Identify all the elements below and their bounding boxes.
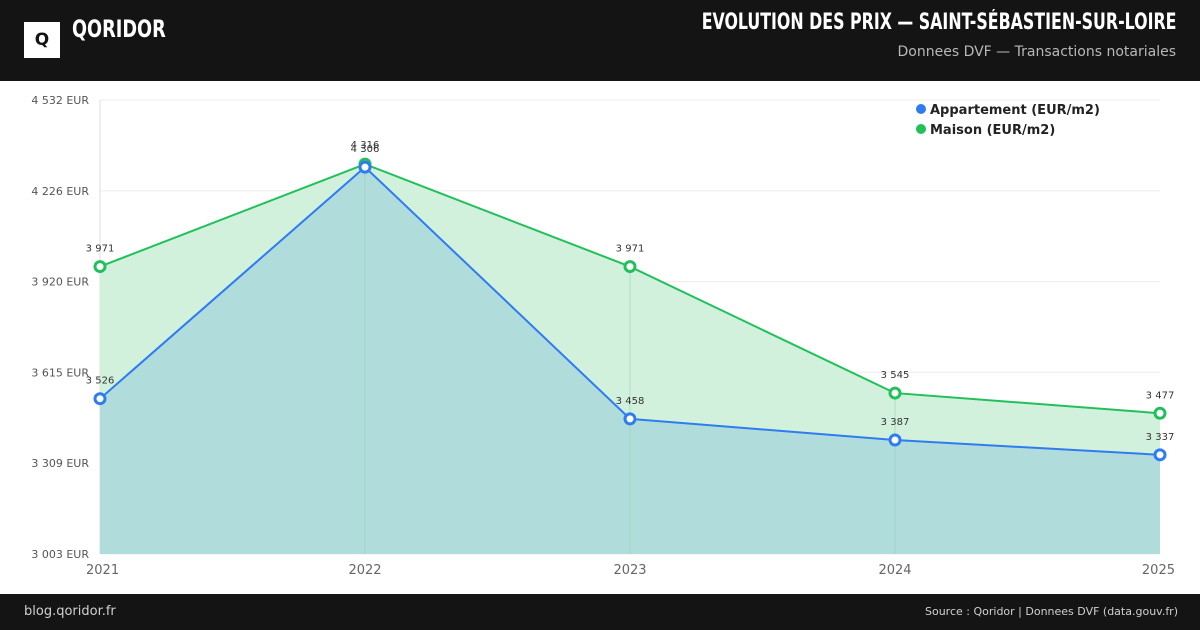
y-tick-label: 3 003 EUR [31, 548, 89, 561]
maison-data-label: 3 971 [86, 244, 115, 255]
appartement-data-label: 3 458 [616, 396, 645, 407]
y-tick-label: 3 920 EUR [31, 276, 89, 289]
logo-letter: Q [34, 30, 50, 50]
appartement-point [623, 412, 637, 426]
appartement-point [93, 392, 107, 406]
appartement-data-label: 4 306 [351, 144, 380, 155]
appartement-data-label: 3 526 [86, 376, 115, 387]
legend-appartement-label: Appartement (EUR/m2) [930, 103, 1100, 118]
footer-site-link[interactable]: blog.qoridor.fr [24, 604, 116, 619]
y-tick-label: 4 226 EUR [31, 185, 89, 198]
maison-data-label: 4 316 [351, 140, 380, 151]
maison-point [888, 386, 902, 400]
maison-data-label: 3 545 [881, 370, 910, 381]
appartement-point [888, 433, 902, 447]
price-chart: 3 003 EUR 3 309 EUR 3 615 EUR 3 920 EUR 4 22… [31, 94, 1175, 578]
y-tick-label: 3 615 EUR [31, 366, 89, 379]
footer-bar: blog.qoridor.fr Source : Qoridor | Donne… [0, 594, 1200, 630]
maison-point [93, 260, 107, 274]
maison-data-label: 3 477 [1146, 390, 1175, 401]
chart-subtitle: Donnees DVF — Transactions notariales [897, 44, 1177, 60]
legend-appartement-marker [916, 104, 926, 114]
x-tick-label: 2025 [1142, 563, 1175, 578]
legend-maison-label: Maison (EUR/m2) [930, 123, 1055, 138]
logo-icon: Q [24, 22, 60, 58]
appartement-point [358, 160, 372, 174]
appartement-data-label: 3 337 [1146, 432, 1175, 443]
maison-point [623, 260, 637, 274]
appartement-point [1153, 448, 1167, 462]
y-tick-label: 4 532 EUR [31, 94, 89, 107]
legend-maison-marker [916, 124, 926, 134]
chart-title: EVOLUTION DES PRIX — SAINT-SÉBASTIEN-SUR… [701, 10, 1176, 35]
x-tick-label: 2021 [86, 563, 119, 578]
x-tick-label: 2024 [878, 563, 911, 578]
header-bar: Q QORIDOR EVOLUTION DES PRIX — SAINT-SÉB… [0, 0, 1200, 81]
maison-point [1153, 406, 1167, 420]
appartement-data-label: 3 387 [881, 417, 910, 428]
x-tick-label: 2022 [348, 563, 381, 578]
maison-data-label: 3 971 [616, 244, 645, 255]
x-tick-label: 2023 [613, 563, 646, 578]
brand-name: QORIDOR [72, 15, 166, 43]
footer-source: Source : Qoridor | Donnees DVF (data.gou… [925, 605, 1178, 618]
y-tick-label: 3 309 EUR [31, 457, 89, 470]
